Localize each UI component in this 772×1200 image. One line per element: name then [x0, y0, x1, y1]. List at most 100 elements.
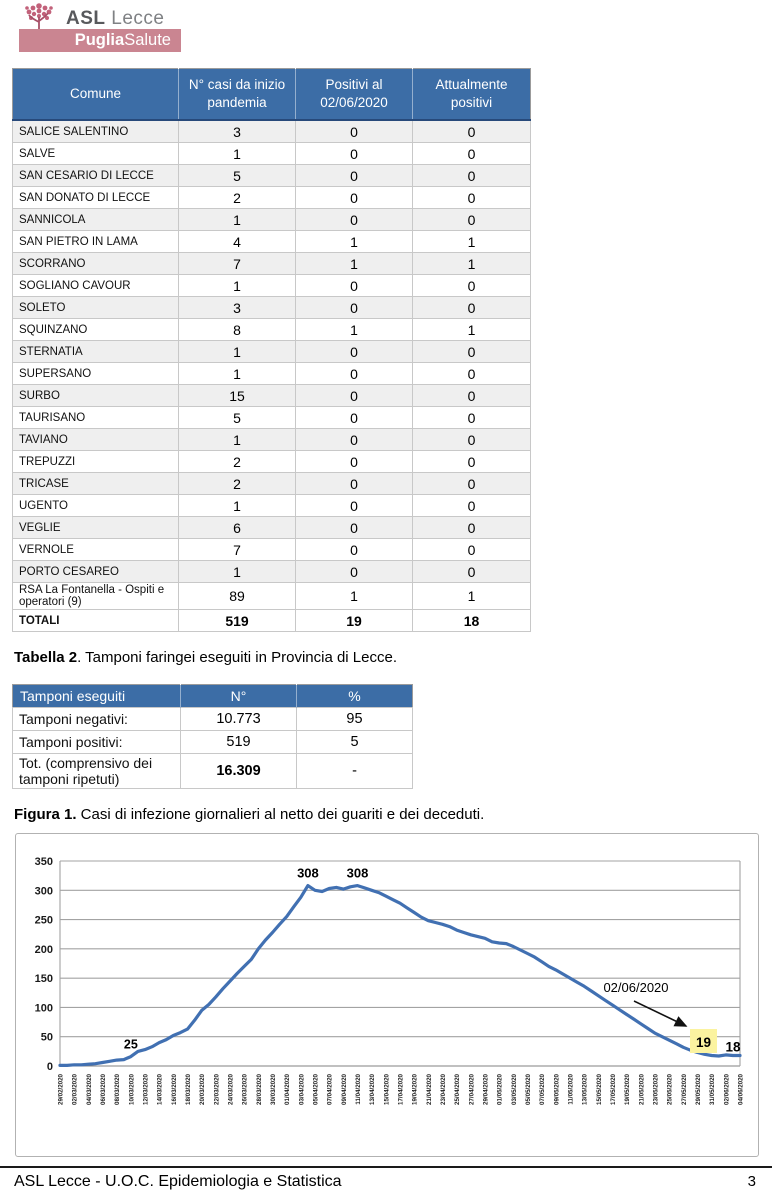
y-axis-tick-label: 150	[35, 973, 53, 985]
x-axis-date-label: 04/06/2020	[738, 1073, 745, 1105]
row-label: SAN CESARIO DI LECCE	[12, 164, 179, 188]
annotation-date-callout: 02/06/2020	[603, 980, 668, 995]
x-axis-date-label: 16/03/2020	[171, 1073, 178, 1105]
row-value: 0	[412, 516, 531, 540]
cases-line-series	[58, 883, 742, 1067]
x-axis-date-label: 01/04/2020	[284, 1073, 291, 1105]
row-label: SOGLIANO CAVOUR	[12, 274, 179, 298]
tabella2-caption: Tabella 2. Tamponi faringei eseguiti in …	[14, 649, 397, 666]
comune-row: STERNATIA 1 0 0	[12, 340, 531, 364]
x-axis-date-label: 10/03/2020	[128, 1073, 135, 1105]
y-axis-tick-label: 50	[41, 1032, 53, 1044]
figura1-line-chart: 0 50 100 150 200 250 300 350 29/02/2020 02/03/202…	[35, 856, 745, 1105]
figura1-chart-frame: 0 50 100 150 200 250 300 350 29/02/2020 02/03/202…	[15, 833, 759, 1157]
row-value: 0	[295, 296, 413, 320]
row-value: 0	[412, 340, 531, 364]
x-axis-date-label: 15/04/2020	[383, 1073, 390, 1105]
row-value: 0	[412, 274, 531, 298]
row-value: 0	[295, 340, 413, 364]
comuni-table-header: Comune N° casi da inizio pandemia Positivi…	[12, 68, 531, 121]
row-label: SCORRANO	[12, 252, 179, 276]
row-value: 0	[412, 186, 531, 210]
row-label: STERNATIA	[12, 340, 179, 364]
tree-icon	[25, 3, 53, 30]
row-value: 0	[295, 450, 413, 474]
x-axis-date-label: 29/02/2020	[58, 1073, 65, 1105]
y-axis-tick-label: 100	[35, 1002, 53, 1014]
row-label: TAVIANO	[12, 428, 179, 452]
row-value: 18	[412, 609, 531, 633]
x-axis-date-label: 17/05/2020	[610, 1073, 617, 1105]
row-value: 0	[295, 164, 413, 188]
row-label: RSA La Fontanella - Ospiti e operatori (…	[12, 582, 179, 611]
row-value: 5	[296, 730, 413, 754]
row-value: 1	[178, 340, 296, 364]
row-value: 1	[295, 582, 413, 611]
row-value: 5	[178, 406, 296, 430]
x-axis-date-label: 25/05/2020	[667, 1073, 674, 1105]
column-header: N°	[180, 684, 297, 708]
comune-row: SAN PIETRO IN LAMA 4 1 1	[12, 230, 531, 254]
row-value: 3	[178, 296, 296, 320]
row-label: Tamponi positivi:	[12, 730, 181, 754]
x-axis-date-label: 29/04/2020	[483, 1073, 490, 1105]
row-value: 10.773	[180, 707, 297, 731]
asl-rest: Lecce	[111, 8, 165, 29]
column-header: Positivi al 02/06/2020	[295, 68, 413, 121]
x-axis-date-label: 24/03/2020	[228, 1073, 235, 1105]
x-axis-date-label: 09/05/2020	[553, 1073, 560, 1105]
x-axis-date-label: 26/03/2020	[242, 1073, 249, 1105]
row-value: 0	[412, 450, 531, 474]
comune-row: SCORRANO 7 1 1	[12, 252, 531, 276]
x-axis-date-label: 07/05/2020	[539, 1073, 546, 1105]
row-label: SAN DONATO DI LECCE	[12, 186, 179, 210]
row-value: 0	[412, 538, 531, 562]
x-axis-date-label: 19/05/2020	[624, 1073, 631, 1105]
row-value: 1	[412, 582, 531, 611]
x-axis-date-label: 06/03/2020	[100, 1073, 107, 1105]
row-value: 0	[412, 428, 531, 452]
x-axis-date-label: 30/03/2020	[270, 1073, 277, 1105]
x-axis-date-label: 20/03/2020	[199, 1073, 206, 1105]
puglia-salute-banner: PugliaSalute	[19, 29, 181, 52]
comune-row: UGENTO 1 0 0	[12, 494, 531, 518]
asl-lecce-wordmark: ASL Lecce	[66, 8, 164, 30]
row-value: 95	[296, 707, 413, 731]
x-axis-date-label: 18/03/2020	[185, 1073, 192, 1105]
row-value: 0	[295, 274, 413, 298]
tabella2-caption-text: . Tamponi faringei eseguiti in Provincia…	[77, 649, 397, 666]
row-value: 0	[412, 296, 531, 320]
footer-divider	[0, 1166, 772, 1168]
x-axis-date-label: 07/04/2020	[327, 1073, 334, 1105]
column-header: %	[296, 684, 413, 708]
row-value: 5	[178, 164, 296, 188]
comune-row: VERNOLE 7 0 0	[12, 538, 531, 562]
row-value: 1	[295, 318, 413, 342]
comune-row: TREPUZZI 2 0 0	[12, 450, 531, 474]
x-axis-date-label: 27/05/2020	[681, 1073, 688, 1105]
plot-area	[60, 861, 740, 1066]
row-value: 0	[295, 538, 413, 562]
row-value: 2	[178, 450, 296, 474]
tamponi-row: Tamponi positivi: 519 5	[12, 730, 413, 754]
annotation-308: 308	[347, 866, 369, 881]
comune-row: SUPERSANO 1 0 0	[12, 362, 531, 386]
comune-row: TAVIANO 1 0 0	[12, 428, 531, 452]
comune-row: TAURISANO 5 0 0	[12, 406, 531, 430]
x-axis-date-label: 31/05/2020	[709, 1073, 716, 1105]
annotation-19-highlight	[690, 1029, 717, 1053]
row-value: 89	[178, 582, 296, 611]
row-label: SALICE SALENTINO	[12, 119, 179, 144]
row-value: 1	[295, 230, 413, 254]
banner-rest: Salute	[124, 31, 171, 49]
x-axis-date-label: 29/05/2020	[695, 1073, 702, 1105]
row-value: 1	[412, 318, 531, 342]
comune-row: SALICE SALENTINO 3 0 0	[12, 119, 531, 144]
comune-row: SURBO 15 0 0	[12, 384, 531, 408]
row-label: SURBO	[12, 384, 179, 408]
y-axis-tick-label: 0	[47, 1061, 53, 1073]
comune-row: SAN CESARIO DI LECCE 5 0 0	[12, 164, 531, 188]
row-value: 7	[178, 538, 296, 562]
x-axis-date-label: 09/04/2020	[341, 1073, 348, 1105]
